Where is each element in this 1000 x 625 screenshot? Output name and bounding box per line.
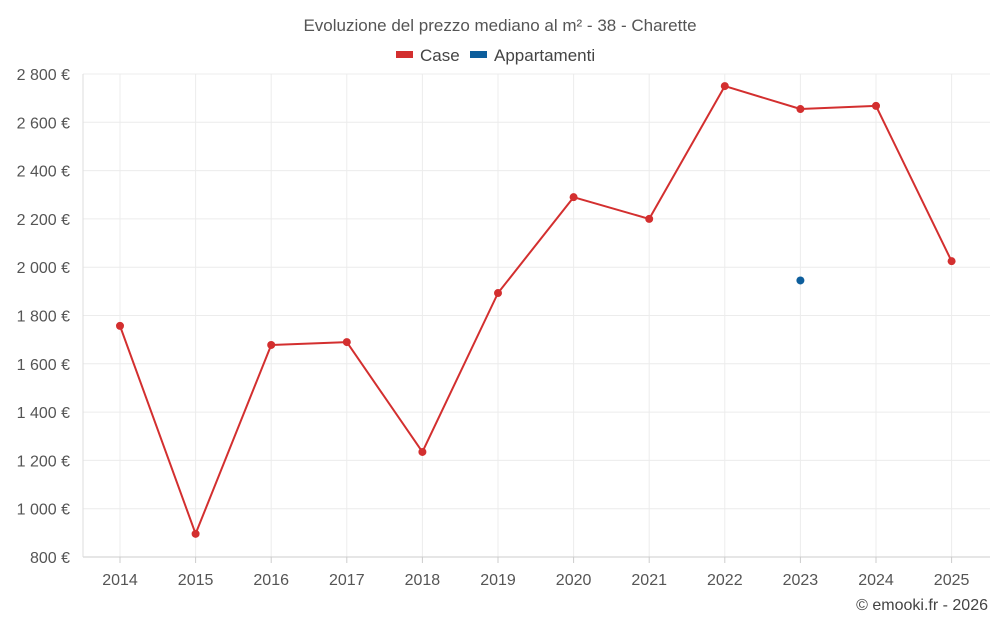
x-tick-label: 2023	[783, 572, 819, 589]
data-point[interactable]	[342, 338, 351, 347]
data-point[interactable]	[720, 82, 729, 91]
y-tick-label: 2 400 €	[17, 164, 70, 181]
data-point[interactable]	[872, 101, 880, 110]
series-0	[116, 82, 956, 538]
legend-item[interactable]: Appartamenti	[470, 46, 595, 65]
data-point[interactable]	[418, 447, 427, 456]
x-tick-label: 2014	[102, 572, 138, 589]
series	[116, 82, 956, 538]
data-point[interactable]	[267, 340, 276, 349]
x-tick-label: 2018	[405, 572, 441, 589]
y-tick-label: 1 600 €	[17, 357, 70, 374]
y-tick-label: 1 000 €	[17, 502, 70, 519]
x-tick-label: 2017	[329, 572, 365, 589]
data-point[interactable]	[796, 105, 805, 114]
data-point[interactable]	[569, 193, 578, 202]
data-point[interactable]	[796, 276, 805, 285]
copyright-footer: © emooki.fr - 2026	[856, 597, 988, 614]
legend-item[interactable]: Case	[396, 46, 460, 65]
legend-swatch	[470, 51, 487, 58]
x-tick-label: 2020	[556, 572, 592, 589]
legend-swatch	[396, 51, 413, 58]
x-tick-label: 2025	[934, 572, 970, 589]
axes: 800 € 1 000 € 1 200 € 1 400 € 1 600 € 1 800 €…	[17, 67, 990, 589]
y-tick-label: 800 €	[30, 550, 70, 567]
legend-label: Case	[420, 46, 460, 65]
x-tick-label: 2016	[253, 572, 289, 589]
data-point[interactable]	[116, 321, 124, 330]
x-tick-label: 2021	[631, 572, 667, 589]
x-tick-label: 2019	[480, 572, 516, 589]
series-1	[796, 276, 805, 285]
legend[interactable]: Case Appartamenti	[396, 46, 595, 65]
data-point[interactable]	[191, 529, 200, 538]
y-tick-label: 1 400 €	[17, 405, 70, 422]
x-tick-label: 2024	[858, 572, 894, 589]
x-tick-label: 2015	[178, 572, 214, 589]
legend-label: Appartamenti	[494, 46, 595, 65]
y-tick-label: 2 000 €	[17, 260, 70, 277]
y-tick-label: 2 600 €	[17, 115, 70, 132]
data-point[interactable]	[645, 214, 654, 223]
chart-title: Evoluzione del prezzo mediano al m² - 38…	[303, 16, 696, 35]
grid	[83, 73, 990, 558]
series-line	[119, 85, 953, 535]
y-tick-label: 2 200 €	[17, 212, 70, 229]
y-tick-label: 1 800 €	[17, 309, 70, 326]
y-tick-label: 2 800 €	[17, 67, 70, 84]
y-tick-label: 1 200 €	[17, 453, 70, 470]
x-tick-label: 2022	[707, 572, 743, 589]
data-point[interactable]	[947, 257, 956, 266]
data-point[interactable]	[494, 289, 502, 298]
